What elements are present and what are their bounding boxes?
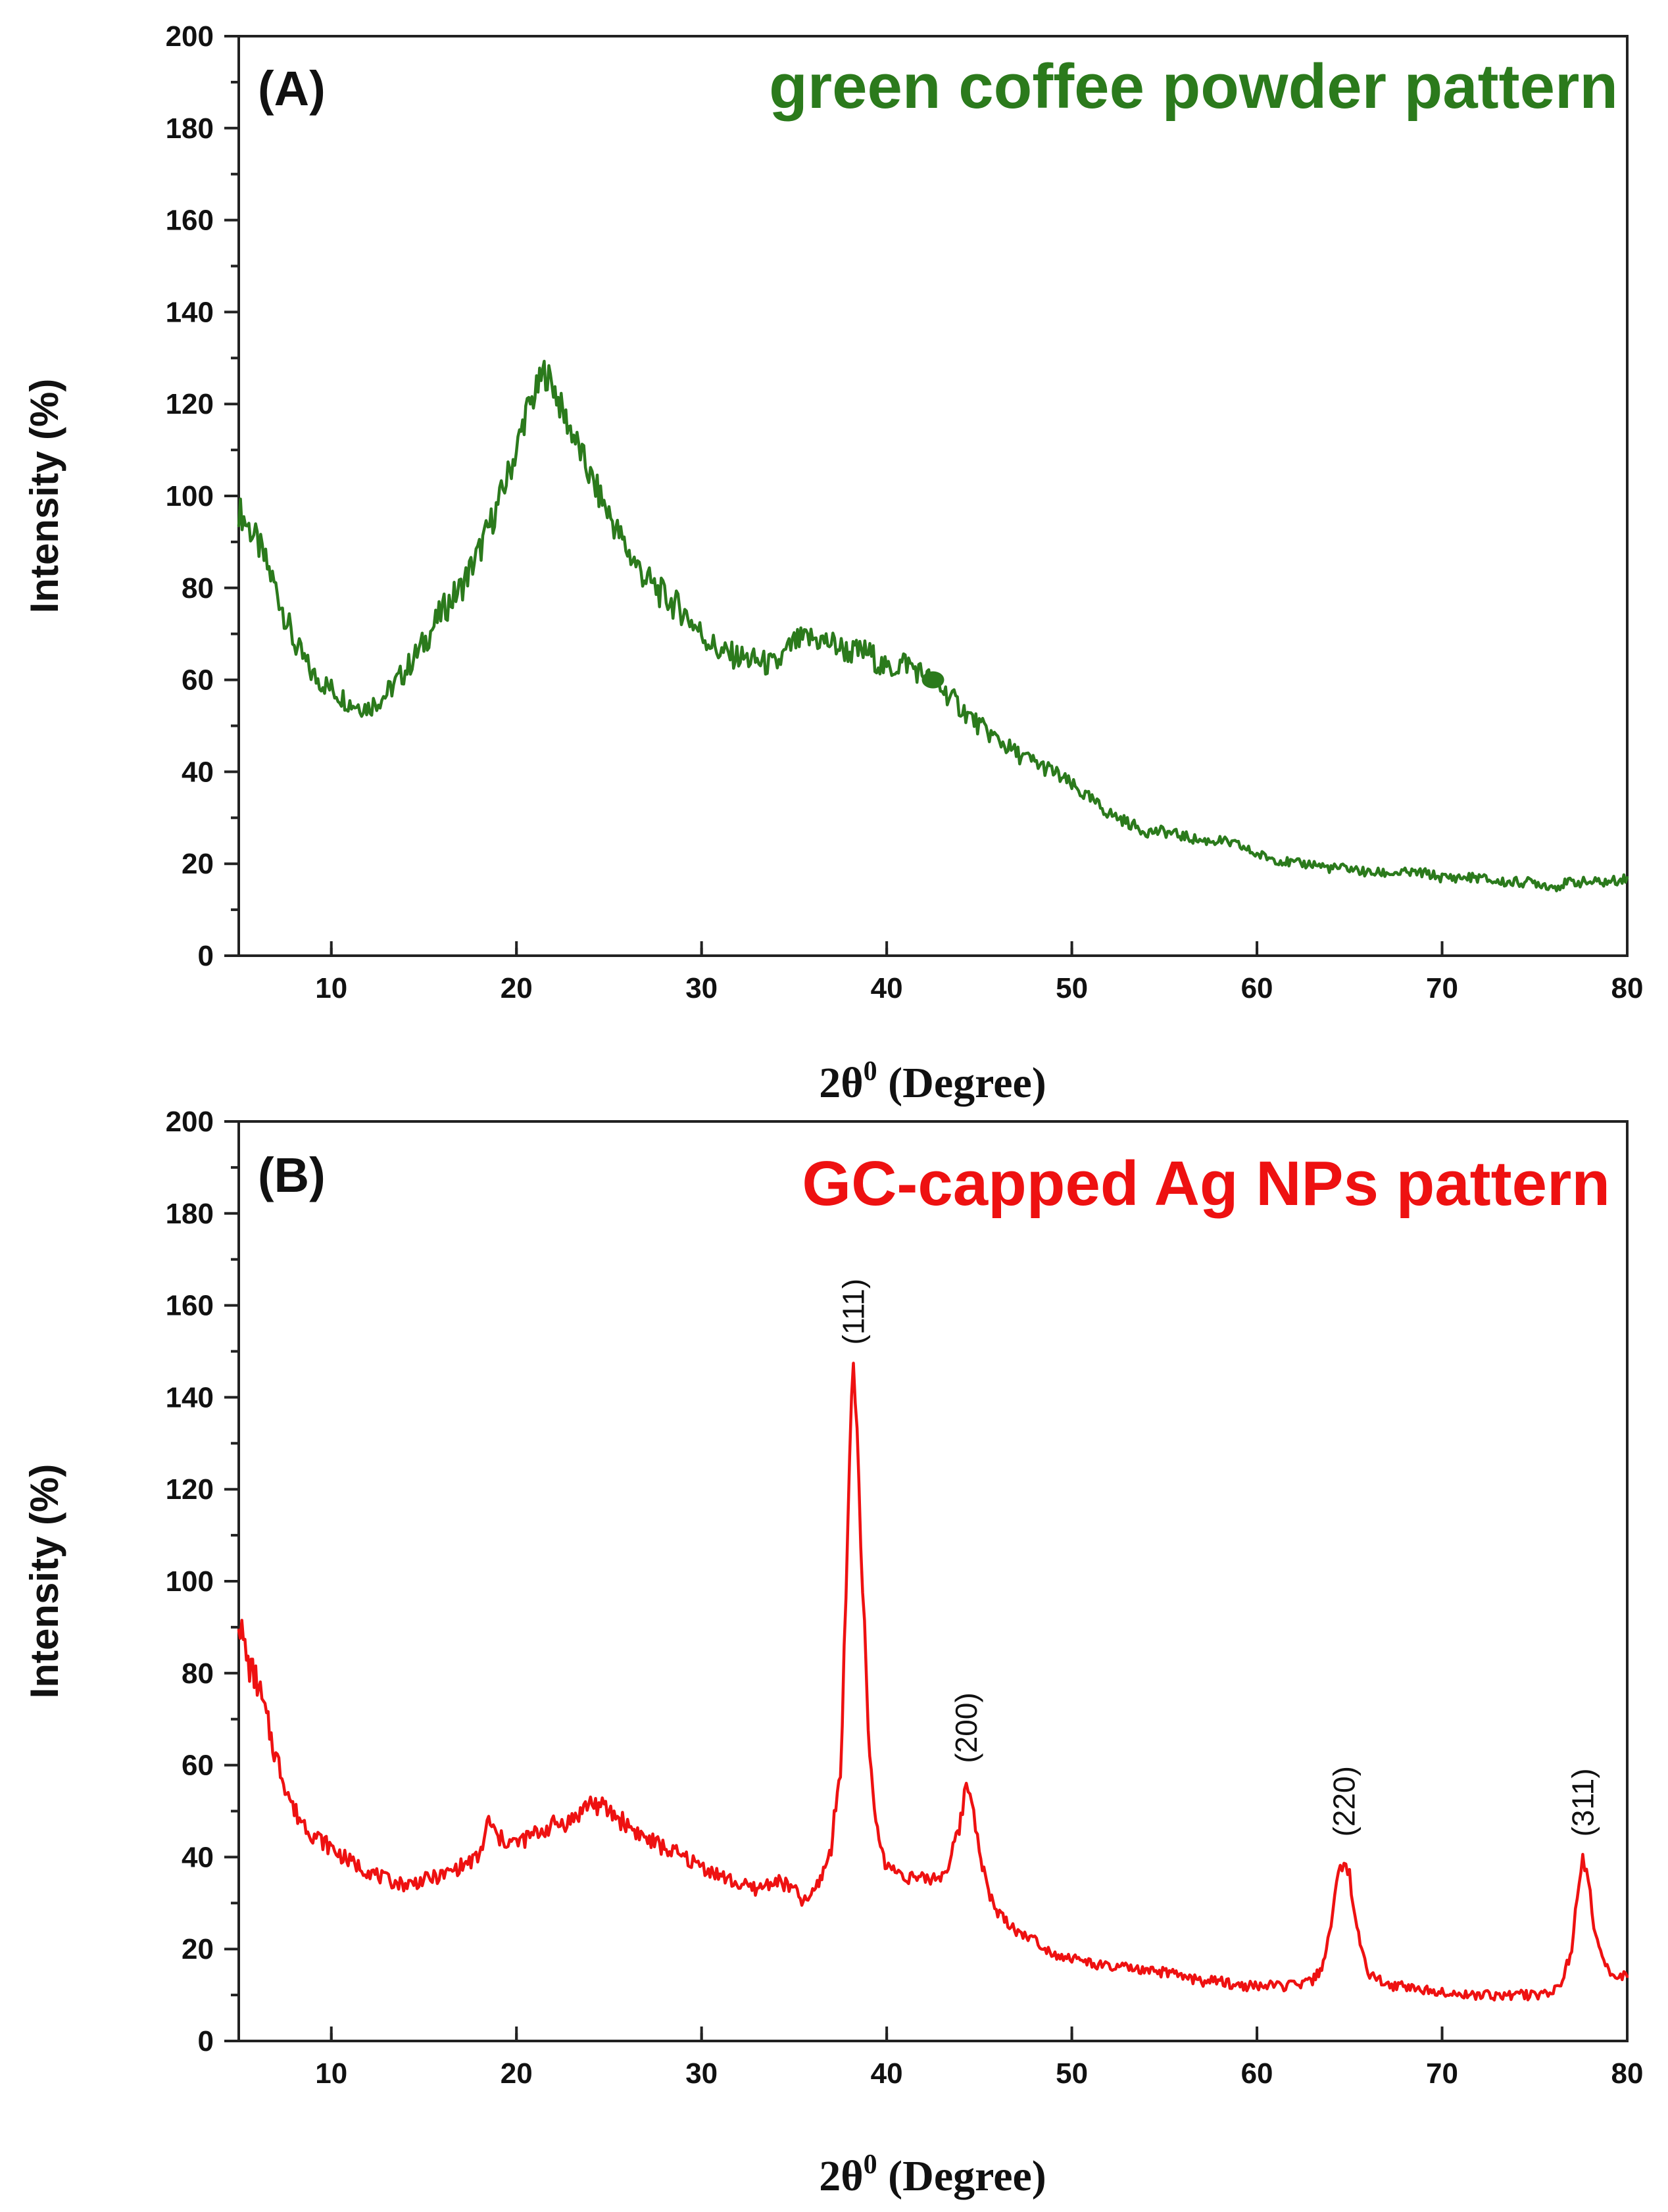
panel-a-x-axis-label-rest: (Degree) (877, 1059, 1046, 1107)
panel-b-title: GC-capped Ag NPs pattern (802, 1148, 1610, 1219)
panel-b-x-tick-label: 80 (1611, 2057, 1644, 2090)
panel-a-y-tick-label: 80 (182, 572, 214, 604)
panel-b-x-axis-label: 2θ0 (Degree) (819, 2150, 1046, 2200)
panel-b-y-tick-label: 140 (166, 1381, 214, 1413)
panel-b-peak-label: (111) (836, 1279, 870, 1345)
panel-b-y-tick-label: 0 (198, 2025, 214, 2057)
panel-a-y-tick-labels: 0 20 40 60 80 100 120 140 160 180 200 (166, 20, 214, 972)
panel-b-x-axis-label-sup: 0 (864, 2150, 877, 2180)
panel-a-x-tick-label: 30 (685, 972, 718, 1004)
panel-b-peak-label: (200) (949, 1692, 983, 1763)
panel-a-ticks (224, 35, 1629, 957)
panel-a-chart: 10 20 30 40 50 60 70 80 0 20 40 60 80 100 120 140 160 18… (22, 20, 1643, 1107)
panel-b-x-tick-label: 60 (1241, 2057, 1273, 2090)
panel-b-series-line (237, 1362, 1629, 2002)
panel-b-x-tick-label: 70 (1426, 2057, 1458, 2090)
panel-a-y-tick-label: 40 (182, 756, 214, 788)
panel-a-y-tick-label: 160 (166, 205, 214, 237)
panel-b-peak-label: (220) (1327, 1766, 1361, 1836)
panel-a-y-tick-label: 180 (166, 112, 214, 145)
panel-b-x-tick-label: 20 (501, 2057, 533, 2090)
panel-b-x-tick-label: 50 (1056, 2057, 1088, 2090)
panel-a-y-tick-label: 0 (198, 940, 214, 972)
panel-a-x-tick-labels: 10 20 30 40 50 60 70 80 (315, 972, 1643, 1004)
panel-b-x-tick-label: 40 (871, 2057, 903, 2090)
panel-b-label: (B) (258, 1148, 326, 1202)
panel-a-label: (A) (258, 61, 326, 116)
panel-b-y-tick-label: 80 (182, 1658, 214, 1690)
panel-b-y-tick-label: 100 (166, 1565, 214, 1598)
panel-b-y-tick-label: 180 (166, 1198, 214, 1230)
panel-b-y-tick-labels: 0 20 40 60 80 100 120 140 160 180 200 (166, 1106, 214, 2057)
panel-b-ticks (224, 1120, 1629, 2042)
panel-a-x-tick-label: 60 (1241, 972, 1273, 1004)
panel-a-data-marker (921, 671, 944, 689)
panel-a-title: green coffee powder pattern (769, 51, 1618, 122)
panel-a-x-tick-label: 80 (1611, 972, 1644, 1004)
panel-a-x-tick-label: 20 (501, 972, 533, 1004)
panel-a-y-tick-label: 20 (182, 848, 214, 880)
panel-a-x-axis-label-sup: 0 (864, 1056, 877, 1087)
panel-a-x-tick-label: 50 (1056, 972, 1088, 1004)
panel-b-plot-area (237, 1120, 1629, 2042)
panel-b-x-axis-label-rest: (Degree) (877, 2152, 1046, 2200)
panel-b-x-tick-label: 10 (315, 2057, 347, 2090)
panel-b-x-axis-label-main: 2θ (819, 2152, 863, 2200)
panel-a-x-tick-label: 70 (1426, 972, 1458, 1004)
panel-a-x-axis-label: 2θ0 (Degree) (819, 1056, 1046, 1107)
panel-b-y-tick-label: 40 (182, 1841, 214, 1873)
panel-b-y-tick-label: 20 (182, 1933, 214, 1965)
panel-b-annotations: (111) (200) (220) (311) (836, 1279, 1600, 1836)
panel-b-series (237, 1362, 1629, 2002)
panel-a-y-axis-label: Intensity (%) (22, 379, 66, 614)
panel-b-y-tick-label: 120 (166, 1473, 214, 1506)
panel-a-y-tick-label: 200 (166, 20, 214, 53)
panel-a-y-tick-label: 60 (182, 664, 214, 697)
panel-a-y-tick-label: 100 (166, 480, 214, 512)
panel-b-y-axis-label: Intensity (%) (22, 1464, 66, 1699)
panel-a-x-axis-label-main: 2θ (819, 1059, 863, 1107)
panel-b-x-tick-labels: 10 20 30 40 50 60 70 80 (315, 2057, 1643, 2090)
panel-a-plot-area (237, 35, 1629, 957)
panel-a-series-line (237, 359, 1629, 893)
panel-b-y-tick-label: 60 (182, 1750, 214, 1782)
panel-b-y-tick-label: 200 (166, 1106, 214, 1138)
panel-b-y-tick-label: 160 (166, 1290, 214, 1322)
panel-b-peak-label: (311) (1565, 1768, 1600, 1836)
panel-a-series (237, 359, 1629, 893)
panel-b-chart: 10 20 30 40 50 60 70 80 0 20 40 60 80 100 120 140 160 18… (22, 1106, 1643, 2200)
panel-a-x-tick-label: 40 (871, 972, 903, 1004)
panel-a-y-tick-label: 120 (166, 388, 214, 420)
panel-a-x-tick-label: 10 (315, 972, 347, 1004)
panel-b-x-tick-label: 30 (685, 2057, 718, 2090)
panel-a-y-tick-label: 140 (166, 296, 214, 328)
